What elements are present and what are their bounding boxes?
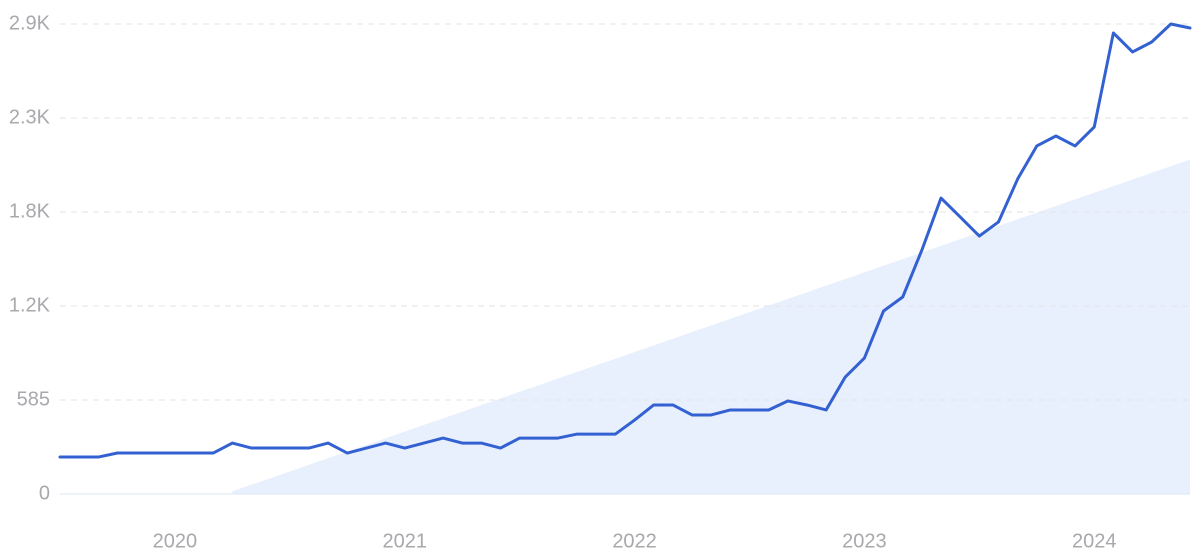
y-tick-label: 585 xyxy=(17,388,50,410)
y-tick-label: 0 xyxy=(39,482,50,504)
y-tick-label: 2.3K xyxy=(9,106,51,128)
x-tick-label: 2024 xyxy=(1072,530,1117,552)
x-tick-label: 2023 xyxy=(842,530,887,552)
y-tick-label: 1.2K xyxy=(9,294,51,316)
x-tick-label: 2021 xyxy=(382,530,427,552)
x-tick-label: 2020 xyxy=(153,530,198,552)
y-tick-label: 2.9K xyxy=(9,12,51,34)
x-tick-label: 2022 xyxy=(612,530,657,552)
trend-area xyxy=(232,159,1191,494)
y-tick-label: 1.8K xyxy=(9,200,51,222)
series-line xyxy=(58,22,1192,459)
